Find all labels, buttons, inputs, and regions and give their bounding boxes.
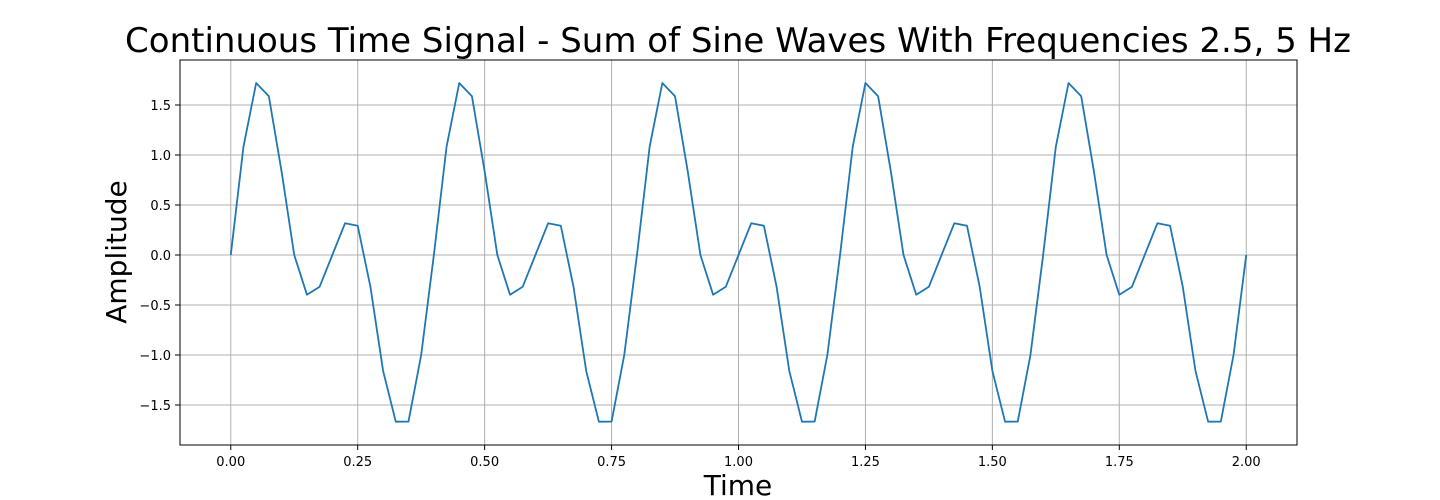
y-tick-label: −1.5 [139, 399, 171, 414]
x-tick-label: 1.25 [851, 455, 880, 470]
chart-title: Continuous Time Signal - Sum of Sine Wav… [125, 21, 1351, 61]
grid-layer [180, 60, 1297, 445]
x-tick-label: 0.50 [470, 455, 499, 470]
x-axis-label: Time [703, 469, 773, 500]
x-tick-label: 1.00 [724, 455, 753, 470]
y-axis-label: Amplitude [100, 180, 133, 324]
x-tick-label: 1.50 [978, 455, 1007, 470]
x-tick-label: 1.75 [1105, 455, 1134, 470]
y-tick-label: 1.5 [150, 99, 171, 114]
signal-series-line [229, 82, 1248, 423]
y-tick-label: −1.0 [139, 349, 171, 364]
x-tick-label: 2.00 [1232, 455, 1261, 470]
x-tick-label: 0.00 [216, 455, 245, 470]
x-tick-label: 0.75 [597, 455, 626, 470]
y-tick-label: 1.0 [150, 149, 171, 164]
series-layer [229, 82, 1248, 423]
tick-layer: 0.00 0.25 0.50 0.75 1.00 1.25 1.50 1.75 2.00 −1.5… [139, 99, 1260, 470]
x-tick-label: 0.25 [343, 455, 372, 470]
y-tick-label: −0.5 [139, 299, 171, 314]
y-tick-label: 0.0 [150, 249, 171, 264]
y-tick-label: 0.5 [150, 199, 171, 214]
